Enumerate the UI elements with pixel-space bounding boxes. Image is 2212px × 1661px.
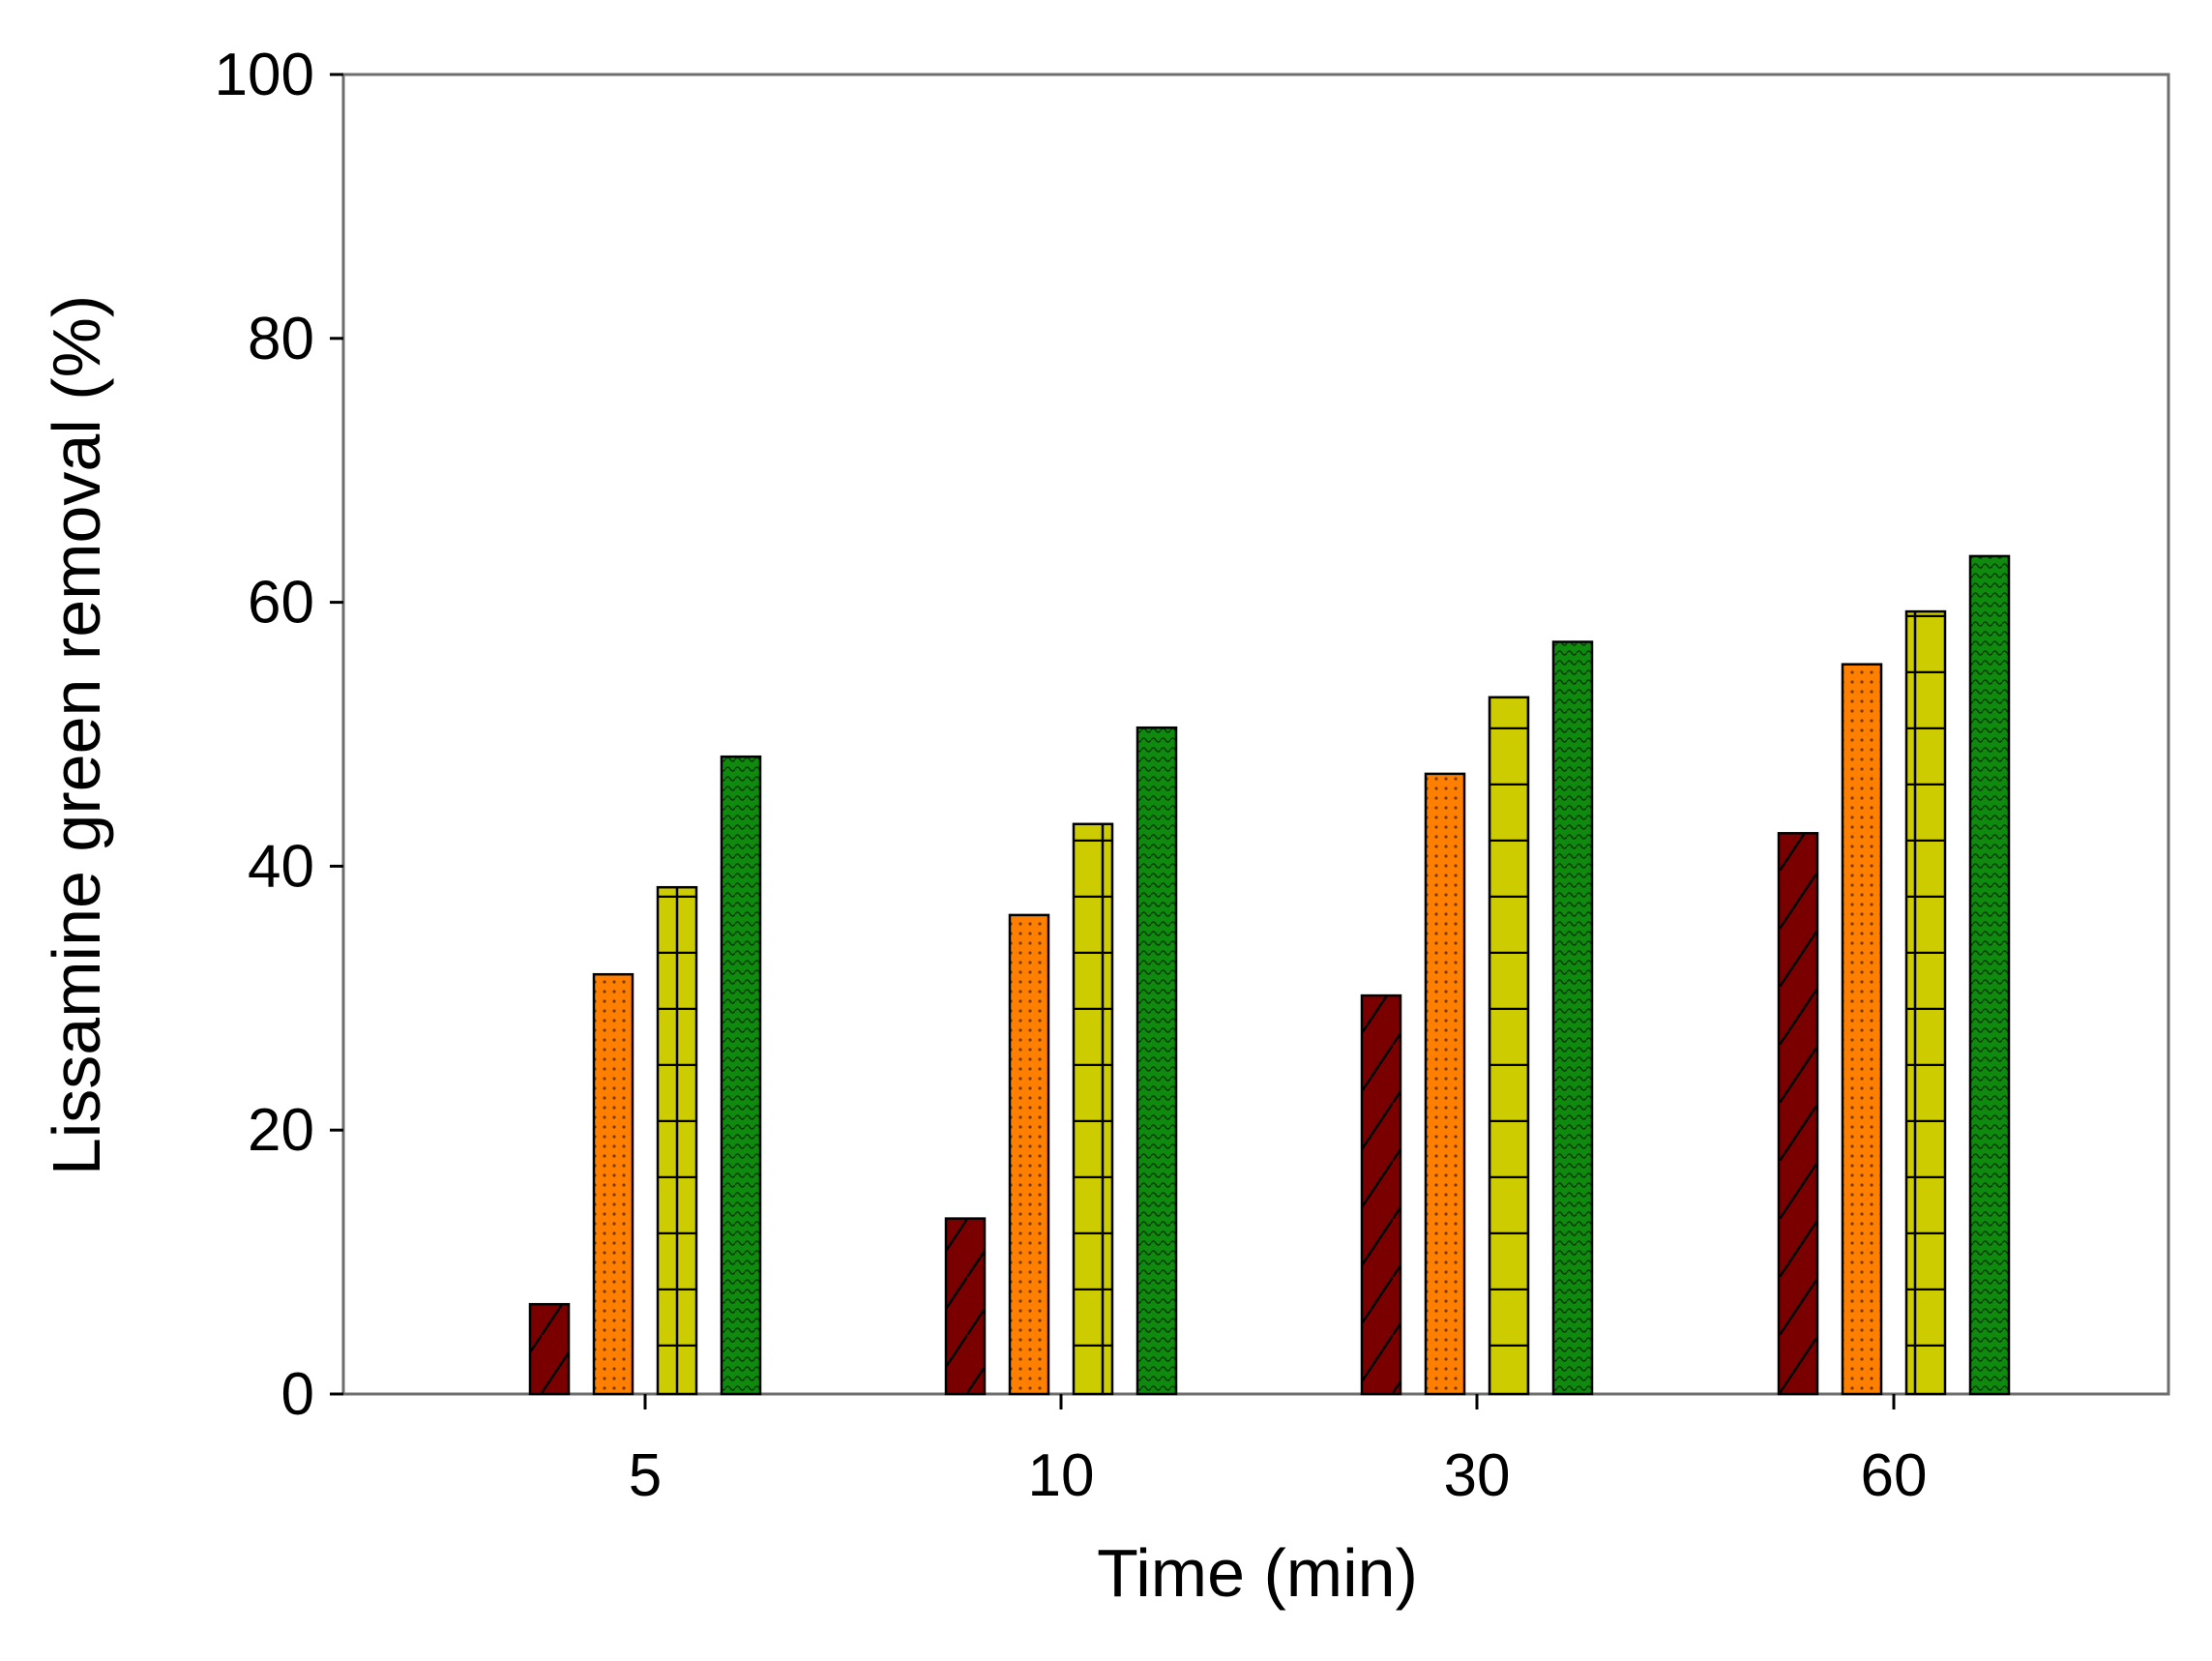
bar-series-1-60 xyxy=(1777,832,1819,1396)
bars-group xyxy=(528,554,2011,1396)
y-tick-label: 40 xyxy=(248,833,314,900)
y-axis: 0 20 40 60 80 100 xyxy=(215,42,343,1428)
bar-series-4-30 xyxy=(1551,640,1594,1396)
y-tick-label: 80 xyxy=(248,306,314,372)
x-axis: 5 10 30 60 xyxy=(629,1394,1928,1509)
bar-series-4-10 xyxy=(1135,726,1178,1396)
bar-series-1-30 xyxy=(1360,994,1402,1396)
y-tick-label: 60 xyxy=(248,570,314,637)
bar-series-1-10 xyxy=(944,1217,987,1396)
bar-series-3-60 xyxy=(1904,609,1947,1396)
x-tick-label: 10 xyxy=(1028,1442,1095,1509)
bar-series-2-5 xyxy=(592,972,634,1396)
bar-series-3-5 xyxy=(656,885,698,1396)
bar-series-2-60 xyxy=(1841,663,1883,1396)
x-tick-label: 60 xyxy=(1861,1442,1928,1509)
y-tick-label: 20 xyxy=(248,1097,314,1164)
bar-series-3-30 xyxy=(1488,696,1530,1396)
bar-series-4-60 xyxy=(1968,554,2011,1396)
bar-series-4-5 xyxy=(720,755,762,1396)
y-tick-label: 0 xyxy=(281,1361,314,1428)
bar-series-3-10 xyxy=(1072,822,1114,1396)
bar-series-2-10 xyxy=(1008,913,1050,1396)
bar-series-1-5 xyxy=(528,1302,571,1396)
x-tick-label: 5 xyxy=(629,1442,662,1509)
y-axis-title: Lissamine green removal (%) xyxy=(39,295,114,1175)
bar-series-2-30 xyxy=(1424,772,1466,1396)
x-tick-label: 30 xyxy=(1444,1442,1511,1509)
x-axis-title: Time (min) xyxy=(1097,1535,1418,1611)
y-tick-label: 100 xyxy=(215,42,314,108)
